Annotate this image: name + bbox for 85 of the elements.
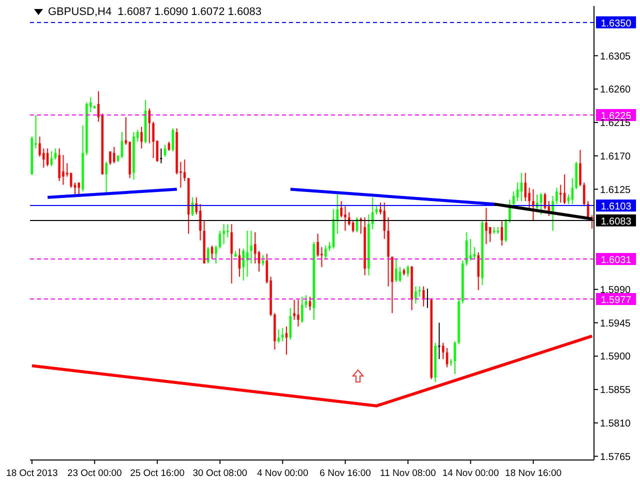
x-tick-label: 30 Oct 08:00	[192, 468, 248, 479]
candlestick	[414, 286, 417, 304]
candlestick	[278, 328, 280, 344]
ref-line-label: 1.5977	[600, 295, 632, 306]
candlestick	[395, 258, 398, 282]
candlestick	[500, 220, 504, 246]
candlestick	[113, 146, 116, 164]
candlestick	[46, 148, 49, 167]
candlestick	[579, 149, 582, 187]
candlestick	[406, 265, 410, 278]
candlestick	[466, 232, 468, 266]
ref-line-label: 1.6083	[600, 216, 632, 228]
candlestick	[70, 172, 72, 188]
x-tick-label: 11 Nov 08:00	[380, 468, 436, 479]
x-tick-label: 25 Oct 16:00	[130, 468, 184, 479]
candlestick	[524, 172, 527, 202]
candlestick	[218, 230, 222, 250]
x-tick-label: 6 Nov 16:00	[320, 468, 371, 479]
candlestick	[442, 342, 444, 360]
candlestick	[512, 190, 515, 207]
candlestick	[250, 230, 252, 264]
candlestick	[398, 266, 402, 282]
candlestick	[560, 184, 562, 204]
ref-line-label: 1.6350	[600, 18, 632, 30]
candlestick	[304, 294, 308, 308]
x-tick-label: 18 Nov 16:00	[505, 468, 562, 479]
y-tick-label: 1.5855	[600, 385, 632, 396]
candlestick	[316, 233, 319, 258]
candlestick	[438, 322, 440, 360]
candlestick	[571, 178, 574, 205]
candlestick	[446, 347, 448, 368]
candlestick	[504, 218, 507, 242]
x-tick-label: 18 Oct 2013	[6, 468, 58, 479]
candlestick	[254, 232, 256, 264]
candlestick	[301, 296, 304, 324]
candlestick	[297, 299, 300, 327]
candlestick	[62, 154, 64, 186]
candlestick	[109, 150, 112, 166]
candlestick	[50, 150, 53, 167]
y-tick-label: 1.5945	[600, 318, 632, 330]
y-tick-label: 1.5765	[600, 452, 632, 463]
candlestick	[344, 206, 346, 232]
candlestick	[207, 246, 210, 264]
candlestick	[184, 159, 186, 182]
candlestick	[372, 196, 374, 230]
candlestick	[210, 245, 214, 260]
chart-title: GBPUSD,H4 1.6087 1.6090 1.6072 1.6083	[48, 6, 262, 18]
candlestick	[246, 230, 248, 278]
candlestick	[214, 245, 218, 264]
x-tick-label: 23 Oct 00:00	[67, 468, 122, 479]
y-tick-label: 1.6305	[600, 51, 632, 62]
candlestick	[520, 172, 523, 202]
x-tick-label: 4 Nov 00:00	[257, 468, 308, 479]
candlestick	[199, 204, 202, 241]
y-tick-label: 1.5900	[600, 352, 632, 363]
candlestick	[226, 224, 229, 238]
y-tick-label: 1.6125	[600, 184, 632, 196]
candlestick	[532, 188, 534, 222]
candlestick	[583, 182, 586, 207]
candlestick	[418, 286, 421, 298]
ref-line-label: 1.6103	[600, 202, 632, 213]
candlestick	[58, 148, 60, 182]
candlestick	[140, 126, 143, 149]
y-tick-label: 1.6260	[600, 84, 632, 96]
candlestick	[160, 148, 162, 164]
ref-line-label: 1.6031	[600, 254, 632, 266]
candlestick	[324, 245, 327, 260]
candlestick	[352, 220, 354, 233]
candlestick	[152, 121, 154, 159]
candlestick	[489, 226, 492, 242]
candlestick	[293, 299, 296, 320]
candlestick	[516, 182, 519, 202]
candlestick	[38, 136, 41, 158]
y-tick-label: 1.6170	[600, 151, 632, 162]
candlestick	[285, 326, 288, 356]
candlestick	[222, 224, 225, 245]
candlestick	[556, 187, 558, 205]
candlestick	[340, 200, 342, 218]
y-tick-label: 1.5810	[600, 418, 632, 430]
candlestick	[308, 296, 312, 311]
candlestick	[97, 90, 100, 122]
candlestick	[105, 161, 108, 195]
candlestick	[485, 207, 488, 245]
x-tick-label: 14 Nov 00:00	[442, 468, 499, 479]
candlestick	[230, 224, 233, 284]
